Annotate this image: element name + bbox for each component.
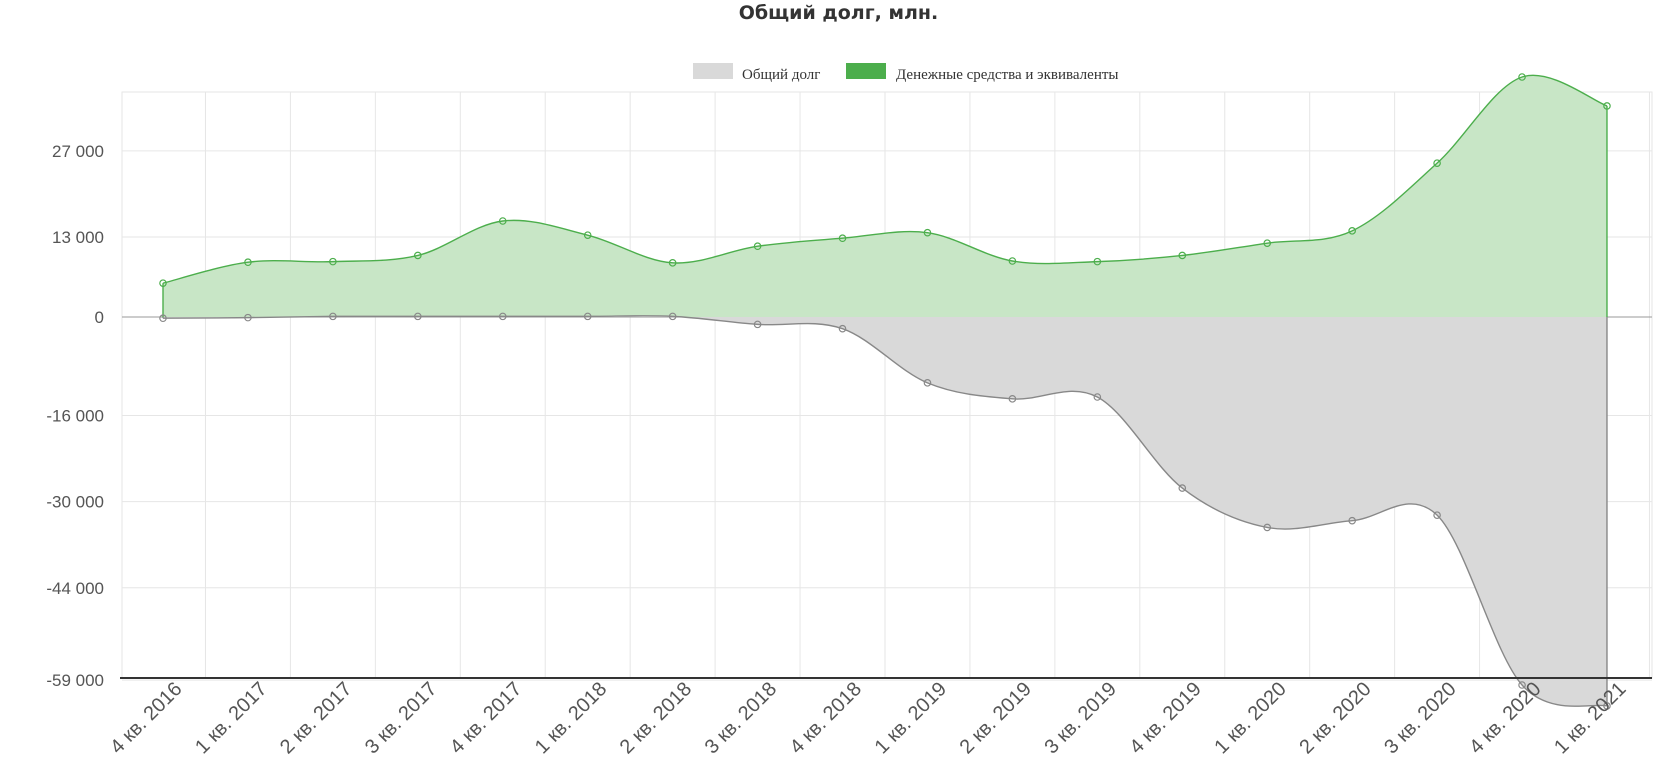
y-tick-label: -30 000 <box>46 493 104 512</box>
data-point[interactable] <box>1518 681 1526 689</box>
data-point[interactable] <box>1348 516 1356 525</box>
x-tick-label: 4 кв. 2020 <box>1465 678 1545 758</box>
data-point[interactable] <box>838 234 847 243</box>
y-tick-label: 0 <box>95 308 104 327</box>
data-point[interactable] <box>244 313 252 322</box>
x-tick-label: 3 кв. 2017 <box>361 678 441 758</box>
data-point[interactable] <box>498 312 507 321</box>
data-point[interactable] <box>753 242 762 251</box>
x-tick-label: 2 кв. 2017 <box>276 678 356 758</box>
legend-label: Денежные средства и эквиваленты <box>896 67 1118 83</box>
data-point[interactable] <box>1518 73 1526 81</box>
series-line <box>162 315 1608 707</box>
series-line <box>162 74 1608 284</box>
data-point[interactable] <box>159 314 167 323</box>
x-tick-label: 1 кв. 2019 <box>871 678 951 758</box>
y-tick-label: -59 000 <box>46 671 104 690</box>
data-point[interactable] <box>1603 702 1611 710</box>
legend-item[interactable]: Денежные средства и эквиваленты <box>846 63 1118 83</box>
series-1 <box>159 73 1611 317</box>
data-point[interactable] <box>1008 257 1017 265</box>
data-point[interactable] <box>244 258 252 267</box>
x-tick-label: 2 кв. 2018 <box>616 678 696 758</box>
x-tick-label: 4 кв. 2016 <box>106 678 186 758</box>
x-tick-label: 2 кв. 2020 <box>1295 678 1375 758</box>
y-tick-label: 13 000 <box>52 228 104 247</box>
y-tick-label: -44 000 <box>46 579 104 598</box>
legend-swatch <box>846 63 886 79</box>
data-point[interactable] <box>329 312 337 321</box>
series-area <box>163 75 1607 317</box>
data-point[interactable] <box>583 312 592 321</box>
data-point[interactable] <box>753 320 762 329</box>
data-point[interactable] <box>668 312 677 321</box>
x-tick-label: 3 кв. 2019 <box>1040 678 1120 758</box>
x-tick-label: 3 кв. 2020 <box>1380 678 1460 758</box>
data-point[interactable] <box>1263 239 1272 247</box>
x-tick-label: 4 кв. 2019 <box>1125 678 1205 758</box>
series-0 <box>159 312 1611 710</box>
legend-item[interactable]: Общий долг <box>693 63 820 83</box>
y-tick-label: 27 000 <box>52 142 104 161</box>
x-tick-label: 2 кв. 2019 <box>956 678 1036 758</box>
series-area <box>163 315 1607 707</box>
data-point[interactable] <box>838 324 847 333</box>
data-point[interactable] <box>414 312 422 321</box>
data-point[interactable] <box>1093 393 1102 401</box>
x-tick-label: 3 кв. 2018 <box>701 678 781 758</box>
y-tick-label: -16 000 <box>46 406 104 425</box>
data-point[interactable] <box>1263 523 1272 532</box>
data-point[interactable] <box>1178 484 1187 492</box>
data-point[interactable] <box>583 231 592 239</box>
data-point[interactable] <box>1008 395 1017 403</box>
data-point[interactable] <box>1603 102 1611 110</box>
data-point[interactable] <box>1348 227 1356 235</box>
x-tick-label: 1 кв. 2017 <box>191 678 271 758</box>
chart-title: Общий долг, млн. <box>738 2 939 24</box>
data-point[interactable] <box>1433 511 1441 519</box>
data-point[interactable] <box>329 257 337 266</box>
data-point[interactable] <box>159 279 167 287</box>
legend-swatch <box>693 63 733 79</box>
data-point[interactable] <box>923 228 932 237</box>
data-point[interactable] <box>1093 257 1102 266</box>
data-point[interactable] <box>1433 159 1441 167</box>
data-point[interactable] <box>498 217 507 225</box>
x-tick-label: 1 кв. 2018 <box>531 678 611 758</box>
data-point[interactable] <box>668 259 677 267</box>
x-tick-label: 4 кв. 2018 <box>786 678 866 758</box>
data-point[interactable] <box>1178 251 1187 260</box>
legend: Общий долг Денежные средства и эквивалент… <box>693 63 1118 83</box>
data-point[interactable] <box>923 379 932 387</box>
legend-label: Общий долг <box>742 67 820 83</box>
x-tick-label: 4 кв. 2017 <box>446 678 526 758</box>
x-tick-label: 1 кв. 2020 <box>1210 678 1290 758</box>
data-point[interactable] <box>414 251 422 260</box>
